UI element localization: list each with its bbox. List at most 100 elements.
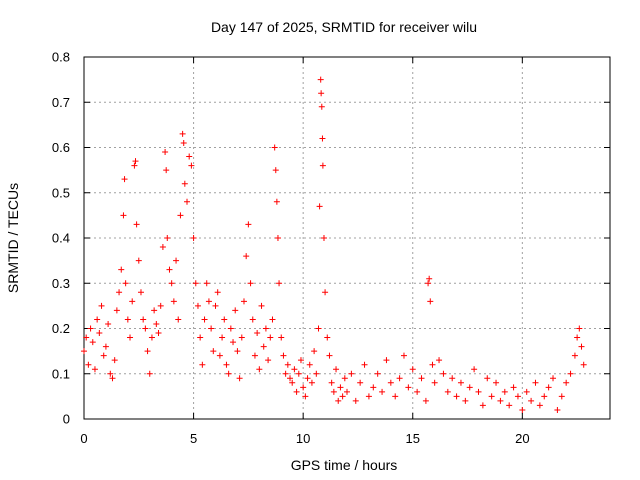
data-point <box>289 379 296 386</box>
data-point <box>262 325 269 332</box>
data-point <box>576 325 583 332</box>
data-point <box>197 334 204 341</box>
data-point <box>501 388 508 395</box>
data-point <box>532 379 539 386</box>
y-axis-label: SRMTID / TECUs <box>5 183 21 293</box>
data-point <box>83 334 90 341</box>
data-point <box>308 379 315 386</box>
data-point <box>348 370 355 377</box>
data-point <box>223 361 230 368</box>
data-point <box>230 339 237 346</box>
data-point <box>396 375 403 382</box>
y-tick-label: 0.2 <box>52 321 70 336</box>
data-point <box>311 348 318 355</box>
chart-title: Day 147 of 2025, SRMTID for receiver wil… <box>211 19 477 35</box>
data-point <box>159 244 166 251</box>
data-point <box>168 280 175 287</box>
data-point <box>427 298 434 305</box>
data-point <box>276 280 283 287</box>
data-point <box>203 280 210 287</box>
data-point <box>116 289 123 296</box>
data-point <box>357 379 364 386</box>
data-point <box>273 198 280 205</box>
data-point <box>563 379 570 386</box>
data-point <box>571 352 578 359</box>
x-tick-label: 0 <box>80 431 87 446</box>
data-point <box>113 307 120 314</box>
data-point <box>102 343 109 350</box>
data-point <box>333 366 340 373</box>
data-point <box>431 379 438 386</box>
data-point <box>251 352 258 359</box>
data-point <box>414 388 421 395</box>
data-point <box>462 397 469 404</box>
data-point <box>212 302 219 309</box>
data-point <box>567 370 574 377</box>
data-point <box>497 397 504 404</box>
data-point <box>536 402 543 409</box>
data-point <box>87 325 94 332</box>
data-point <box>409 366 416 373</box>
y-tick-label: 0.8 <box>52 50 70 65</box>
data-point <box>232 307 239 314</box>
data-point <box>365 393 372 400</box>
data-point <box>510 384 517 391</box>
data-point <box>379 388 386 395</box>
data-point <box>219 334 226 341</box>
data-point <box>85 361 92 368</box>
data-point <box>318 103 325 110</box>
data-point <box>506 402 513 409</box>
data-point <box>214 289 221 296</box>
data-point <box>554 406 561 413</box>
data-point <box>89 339 96 346</box>
data-point <box>151 307 158 314</box>
data-point <box>240 298 247 305</box>
data-point <box>392 393 399 400</box>
data-point <box>173 257 180 264</box>
data-point <box>328 379 335 386</box>
data-point <box>352 397 359 404</box>
data-point <box>300 384 307 391</box>
data-point <box>319 162 326 169</box>
data-point <box>120 212 127 219</box>
data-point <box>208 325 215 332</box>
data-point <box>109 375 116 382</box>
data-point <box>344 388 350 395</box>
y-tick-label: 0.7 <box>52 95 70 110</box>
data-point <box>274 235 281 241</box>
data-point <box>210 348 217 355</box>
data-point <box>383 357 390 364</box>
y-tick-label: 0.5 <box>52 185 70 200</box>
data-point <box>194 302 201 309</box>
x-axis-label: GPS time / hours <box>291 457 398 473</box>
data-point <box>107 370 114 377</box>
data-point <box>493 379 500 386</box>
data-point <box>436 357 443 364</box>
data-point <box>282 370 289 377</box>
data-point <box>322 289 329 296</box>
data-point <box>550 375 557 382</box>
data-point <box>440 370 447 377</box>
data-point <box>205 298 212 305</box>
data-point <box>155 330 162 337</box>
data-point <box>341 375 348 382</box>
data-point <box>122 280 129 287</box>
x-tick-label: 15 <box>406 431 420 446</box>
data-point <box>132 158 139 165</box>
data-point <box>170 298 177 305</box>
data-point <box>146 370 153 377</box>
data-point <box>267 334 274 341</box>
y-tick-label: 0.6 <box>52 140 70 155</box>
data-point <box>180 139 187 146</box>
data-point <box>330 388 337 395</box>
data-point <box>293 388 300 395</box>
data-point <box>216 352 223 359</box>
data-point <box>297 357 304 364</box>
data-point <box>306 361 313 368</box>
x-tick-label: 10 <box>296 431 310 446</box>
data-point <box>271 144 278 151</box>
data-point <box>318 90 325 97</box>
data-point <box>135 257 142 264</box>
data-point <box>558 393 565 400</box>
data-point <box>190 235 197 241</box>
